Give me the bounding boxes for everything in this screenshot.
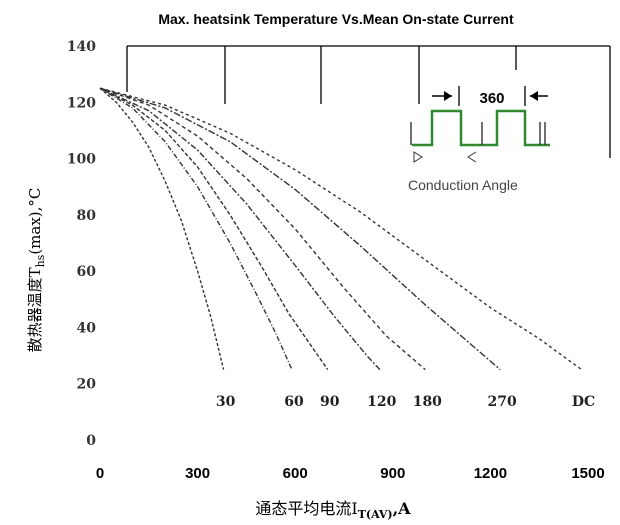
chevron-right-icon <box>413 151 423 163</box>
y-tick-label: 120 <box>67 95 96 111</box>
y-tick-label: 0 <box>86 433 96 449</box>
series-label-180: 180 <box>413 394 442 410</box>
conduction-angle-inset: 360 Conduction Angle <box>408 86 550 193</box>
y-tick-label: 80 <box>77 208 97 224</box>
x-tick-label: 1500 <box>571 465 604 482</box>
series-line-120 <box>99 87 381 371</box>
series-label-270: 270 <box>488 394 517 410</box>
chart-title: Max. heatsink Temperature Vs.Mean On-sta… <box>158 11 514 27</box>
series-label-30: 30 <box>216 394 236 410</box>
x-axis-ticks: 0 300 600 900 1200 1500 <box>96 465 605 482</box>
series-line-270 <box>99 87 501 371</box>
series-line-180 <box>99 87 426 371</box>
series-line-90 <box>99 87 329 370</box>
y-tick-label: 20 <box>77 377 97 393</box>
x-axis-label: 通态平均电流IT(AV),A <box>255 499 411 521</box>
arrow-left-icon <box>530 91 538 101</box>
series-lines <box>99 87 582 371</box>
plot-frame <box>126 45 611 158</box>
series-line-60 <box>99 87 293 370</box>
x-tick-label: 600 <box>283 465 308 482</box>
series-labels: 30 60 90 120 180 270 DC <box>216 394 595 410</box>
series-line-dc <box>99 87 582 371</box>
y-tick-label: 60 <box>77 264 97 280</box>
x-tick-label: 0 <box>96 465 104 482</box>
chevron-left-icon <box>467 151 477 163</box>
y-tick-label: 140 <box>67 39 96 55</box>
x-tick-label: 300 <box>185 465 210 482</box>
y-axis-ticks: 0 20 40 60 80 100 120 140 <box>67 39 96 449</box>
y-tick-label: 40 <box>77 320 97 336</box>
waveform-line <box>412 109 550 147</box>
conduction-angle-caption: Conduction Angle <box>408 177 518 193</box>
x-tick-label: 900 <box>380 465 405 482</box>
angle-label: 360 <box>479 90 504 107</box>
x-tick-label: 1200 <box>474 465 507 482</box>
series-label-120: 120 <box>367 394 396 410</box>
y-axis-label: 散热器温度Ths(max),°C <box>26 188 47 353</box>
series-label-90: 90 <box>320 394 340 410</box>
series-label-60: 60 <box>284 394 304 410</box>
arrow-right-icon <box>444 91 452 101</box>
series-label-dc: DC <box>572 394 595 410</box>
y-tick-label: 100 <box>67 152 96 168</box>
series-line-30 <box>99 87 225 370</box>
